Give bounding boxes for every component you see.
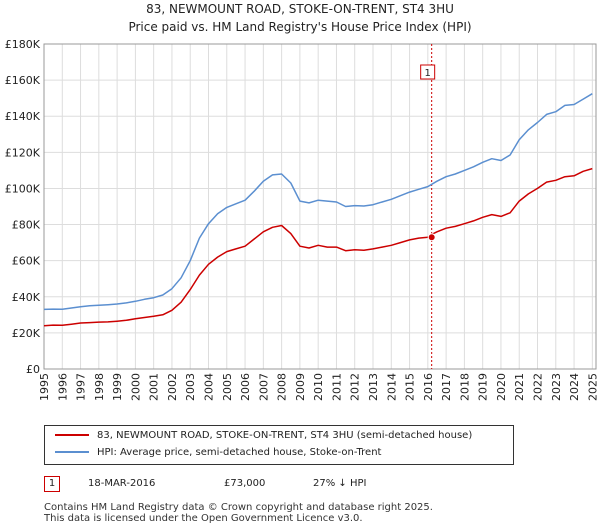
x-tick-label: 2012 (349, 373, 362, 401)
series-line-hpi (43, 93, 593, 311)
x-tick-label: 2014 (385, 373, 398, 401)
annotation-box (420, 64, 436, 80)
legend-item-hpi: HPI: Average price, semi-detached house,… (55, 447, 381, 458)
plot-area (44, 44, 596, 369)
footer-copyright: Contains HM Land Registry data © Crown c… (44, 502, 433, 513)
x-tick-label: 2007 (257, 373, 270, 401)
x-tick-label: 2025 (586, 373, 599, 401)
y-tick-label: £40K (12, 291, 41, 304)
legend-label-hpi: HPI: Average price, semi-detached house,… (97, 447, 382, 458)
legend-swatch-hpi (55, 451, 89, 453)
x-tick-label: 2004 (203, 373, 216, 401)
y-tick-label: £60K (12, 255, 41, 268)
y-tick-label: £140K (5, 110, 41, 123)
y-tick-label: £20K (12, 327, 41, 340)
y-tick-label: £120K (5, 146, 41, 159)
y-tick-label: £0 (26, 363, 40, 376)
footer-licence: This data is licensed under the Open Gov… (44, 513, 363, 524)
legend-item-property: 83, NEWMOUNT ROAD, STOKE-ON-TRENT, ST4 3… (55, 430, 472, 441)
x-tick-label: 2022 (532, 373, 545, 401)
x-tick-label: 2021 (513, 373, 526, 401)
x-tick-label: 2010 (312, 373, 325, 401)
x-tick-label: 2011 (330, 373, 343, 401)
plot-border (43, 43, 597, 370)
x-tick-label: 2016 (422, 373, 435, 401)
x-tick-label: 2019 (477, 373, 490, 401)
y-tick-label: £180K (5, 38, 41, 51)
legend-swatch-property (55, 434, 89, 436)
x-tick-label: 2013 (367, 373, 380, 401)
y-tick-label: £80K (12, 219, 41, 232)
chart-title: 83, NEWMOUNT ROAD, STOKE-ON-TRENT, ST4 3… (146, 2, 454, 16)
x-tick-label: 1996 (56, 373, 69, 401)
x-tick-label: 2000 (129, 373, 142, 401)
transaction-date: 18-MAR-2016 (88, 478, 156, 489)
x-tick-label: 2008 (276, 373, 289, 401)
x-tick-label: 1999 (111, 373, 124, 401)
price-chart: £0 £20K £40K £60K £80K £100K £120K £140K £160K £1… (5, 38, 600, 401)
x-tick-label: 2006 (239, 373, 252, 401)
x-tick-label: 2002 (166, 373, 179, 401)
x-tick-label: 1997 (75, 373, 88, 401)
legend: 83, NEWMOUNT ROAD, STOKE-ON-TRENT, ST4 3… (44, 425, 514, 465)
y-tick-label: £100K (5, 182, 41, 195)
transaction-price: £73,000 (224, 478, 266, 489)
annotation-label: 1 (424, 68, 430, 79)
x-tick-label: 2001 (148, 373, 161, 401)
x-tick-label: 2005 (221, 373, 234, 401)
x-tick-label: 2003 (184, 373, 197, 401)
x-tick-label: 1998 (93, 373, 106, 401)
x-tick-label: 2018 (458, 373, 471, 401)
x-tick-label: 1995 (38, 373, 51, 401)
x-tick-label: 2015 (404, 373, 417, 401)
x-tick-label: 2024 (568, 373, 581, 401)
x-tick-label: 2017 (440, 373, 453, 401)
sale-point (427, 233, 436, 242)
x-tick-label: 2009 (294, 373, 307, 401)
x-tick-label: 2023 (550, 373, 563, 401)
legend-label-property: 83, NEWMOUNT ROAD, STOKE-ON-TRENT, ST4 3… (97, 430, 473, 441)
series-line-property (43, 167, 593, 327)
transaction-marker: 1 (44, 476, 60, 492)
chart-subtitle: Price paid vs. HM Land Registry's House … (128, 20, 472, 34)
transaction-hpi-comparison: 27% ↓ HPI (313, 478, 367, 489)
y-tick-label: £160K (5, 74, 41, 87)
x-tick-label: 2020 (495, 373, 508, 401)
